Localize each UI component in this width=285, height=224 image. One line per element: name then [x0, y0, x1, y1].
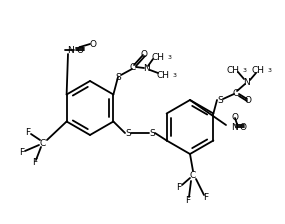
Text: 3: 3 [173, 73, 177, 78]
Text: F: F [176, 183, 182, 192]
Text: F: F [32, 157, 38, 166]
Text: S: S [217, 95, 223, 105]
Text: N: N [144, 63, 150, 73]
Text: 3: 3 [243, 67, 247, 73]
Text: N: N [67, 45, 73, 54]
Text: C: C [130, 62, 136, 71]
Text: N: N [231, 123, 237, 131]
Text: CH: CH [152, 52, 164, 62]
Text: F: F [19, 147, 25, 157]
Text: O: O [76, 45, 84, 54]
Text: S: S [115, 73, 121, 82]
Text: O: O [89, 39, 97, 49]
Text: O: O [245, 95, 251, 105]
Text: C: C [40, 138, 46, 147]
Text: O: O [239, 123, 247, 131]
Text: CH: CH [156, 71, 170, 80]
Text: F: F [25, 127, 30, 136]
Text: C: C [233, 88, 239, 97]
Text: N: N [243, 78, 249, 86]
Text: 3: 3 [268, 67, 272, 73]
Text: CH: CH [251, 65, 264, 75]
Text: S: S [125, 129, 131, 138]
Text: O: O [231, 112, 239, 121]
Text: F: F [186, 196, 191, 205]
Text: O: O [141, 50, 148, 58]
Text: CH: CH [227, 65, 239, 75]
Text: F: F [203, 192, 209, 202]
Text: 3: 3 [168, 54, 172, 60]
Text: C: C [190, 170, 196, 179]
Text: S: S [149, 129, 155, 138]
